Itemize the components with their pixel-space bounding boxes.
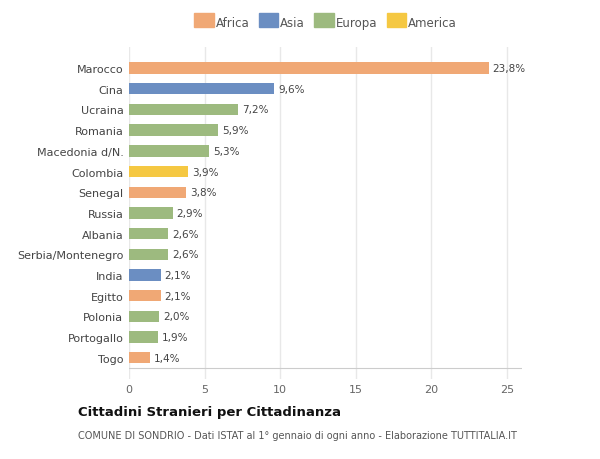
Bar (129, 208, 173, 219)
Text: 5,9%: 5,9% (222, 126, 248, 136)
Bar (129, 167, 188, 178)
Text: 1,9%: 1,9% (161, 332, 188, 342)
Text: 3,8%: 3,8% (190, 188, 217, 198)
Bar (129, 249, 168, 260)
Bar (129, 84, 274, 95)
Text: 7,2%: 7,2% (242, 105, 268, 115)
Text: 2,1%: 2,1% (164, 270, 191, 280)
Text: 5,3%: 5,3% (213, 146, 239, 157)
Text: 2,0%: 2,0% (163, 312, 190, 322)
Bar (129, 105, 238, 116)
Bar (129, 146, 209, 157)
Text: 2,6%: 2,6% (172, 229, 199, 239)
Bar (129, 125, 218, 136)
Bar (129, 353, 150, 364)
Bar (129, 270, 161, 281)
Text: 2,6%: 2,6% (172, 250, 199, 260)
Text: Cittadini Stranieri per Cittadinanza: Cittadini Stranieri per Cittadinanza (78, 405, 341, 419)
Text: 3,9%: 3,9% (192, 167, 218, 177)
Text: 23,8%: 23,8% (493, 64, 526, 74)
Bar (129, 332, 158, 343)
Legend: Africa, Asia, Europa, America: Africa, Asia, Europa, America (192, 14, 459, 32)
Bar (129, 311, 159, 322)
Bar (129, 229, 168, 240)
Text: COMUNE DI SONDRIO - Dati ISTAT al 1° gennaio di ogni anno - Elaborazione TUTTITA: COMUNE DI SONDRIO - Dati ISTAT al 1° gen… (78, 431, 517, 440)
Text: 2,1%: 2,1% (164, 291, 191, 301)
Text: 2,9%: 2,9% (176, 208, 203, 218)
Bar (129, 291, 161, 302)
Text: 9,6%: 9,6% (278, 84, 304, 95)
Bar (129, 187, 187, 198)
Bar (129, 63, 489, 74)
Text: 1,4%: 1,4% (154, 353, 181, 363)
